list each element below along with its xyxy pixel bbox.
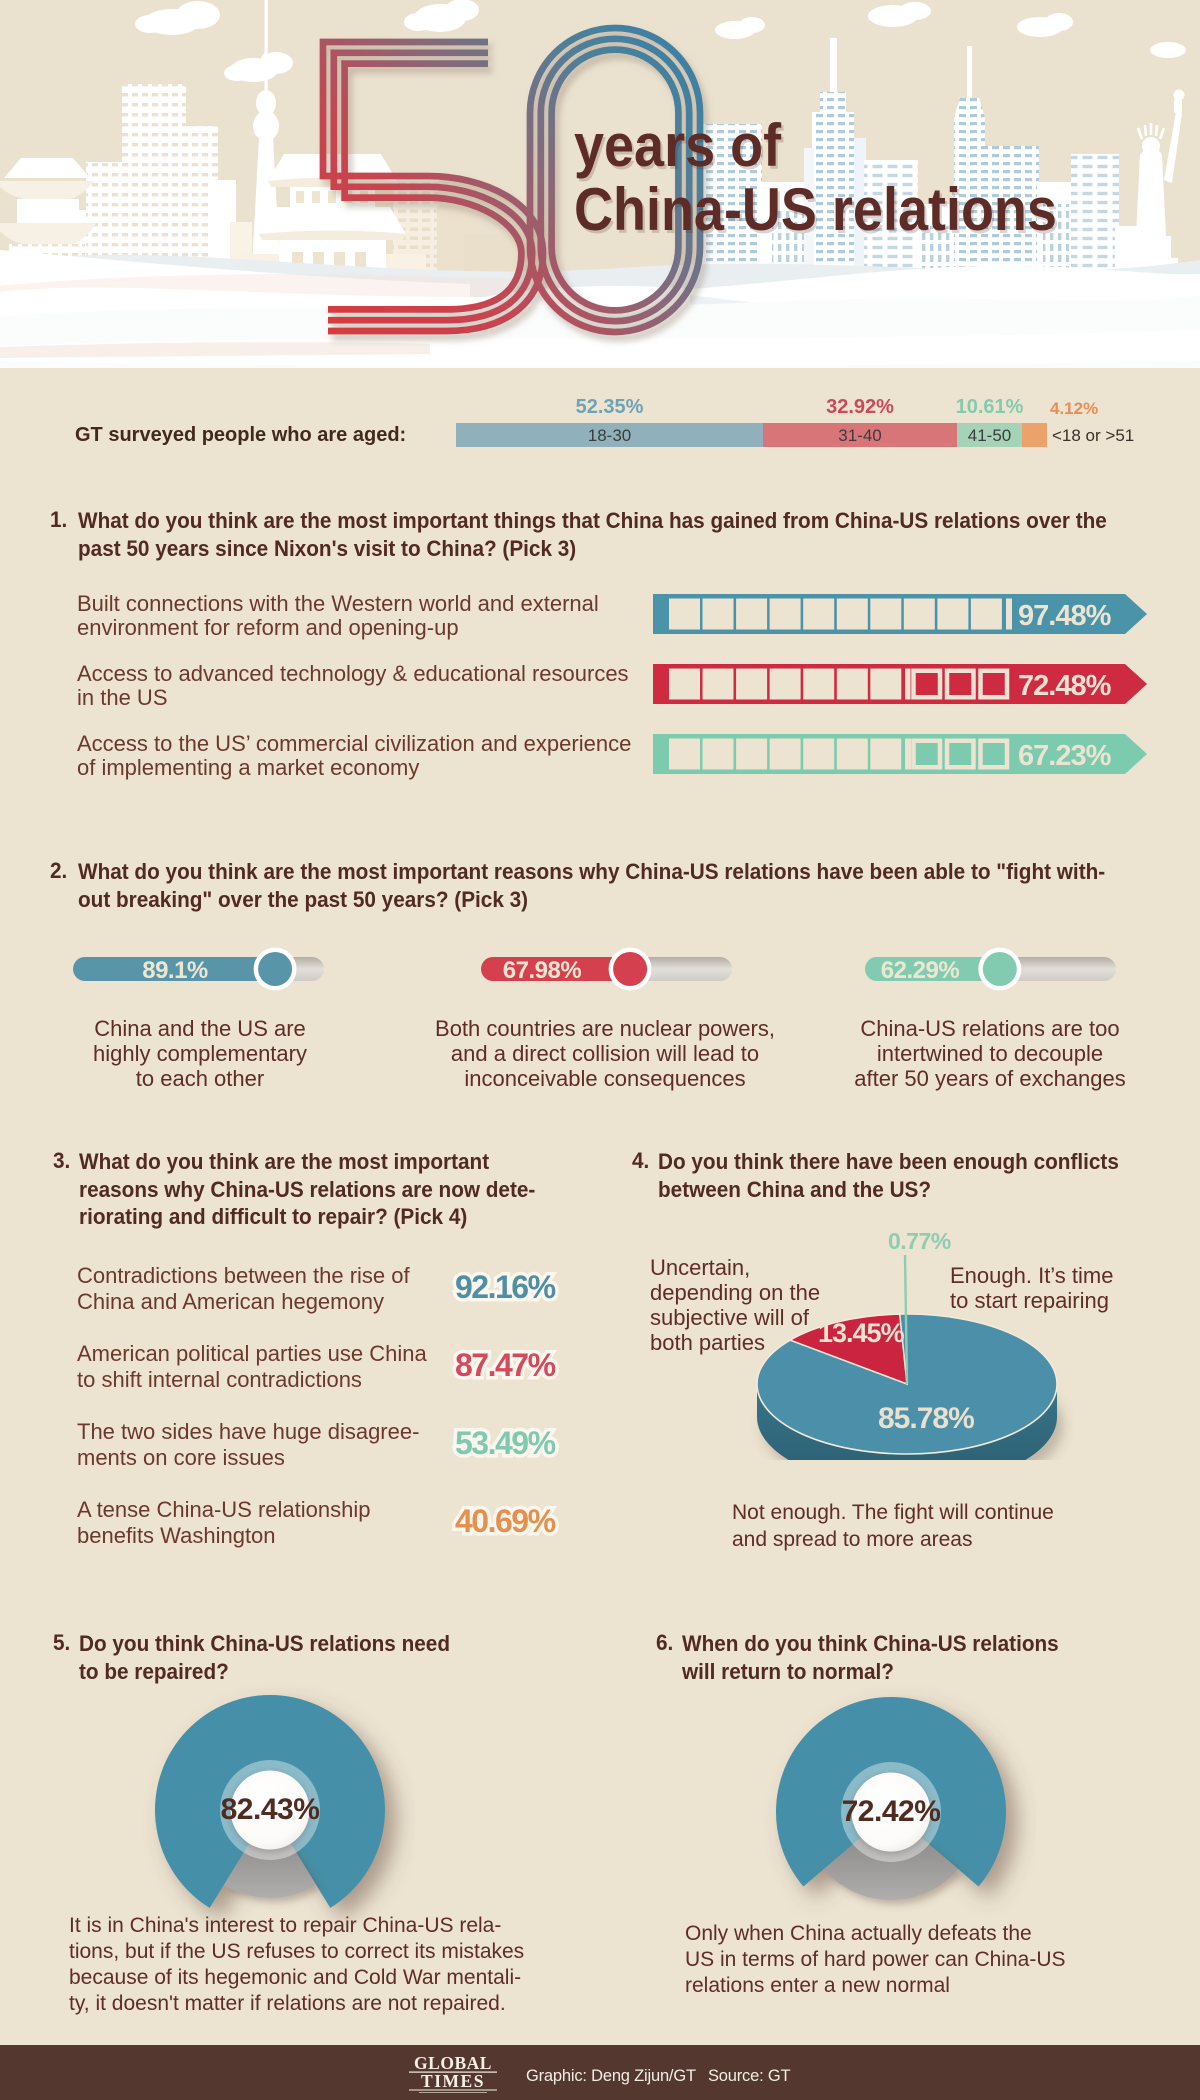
svg-text:67.23%: 67.23% — [1018, 740, 1112, 772]
svg-text:62.29%: 62.29% — [881, 957, 960, 984]
svg-text:97.48%: 97.48% — [1018, 600, 1112, 632]
svg-text:67.98%: 67.98% — [503, 957, 582, 984]
svg-text:89.1%: 89.1% — [142, 957, 208, 984]
svg-text:years of: years of — [576, 115, 784, 182]
svg-text:72.48%: 72.48% — [1018, 670, 1112, 702]
svg-text:years of: years of — [574, 112, 782, 179]
svg-text:GLOBAL: GLOBAL — [414, 2054, 492, 2073]
svg-text:China-US relations: China-US relations — [576, 179, 1059, 246]
svg-text:TIMES: TIMES — [421, 2071, 485, 2091]
svg-text:China-US relations: China-US relations — [574, 176, 1057, 243]
